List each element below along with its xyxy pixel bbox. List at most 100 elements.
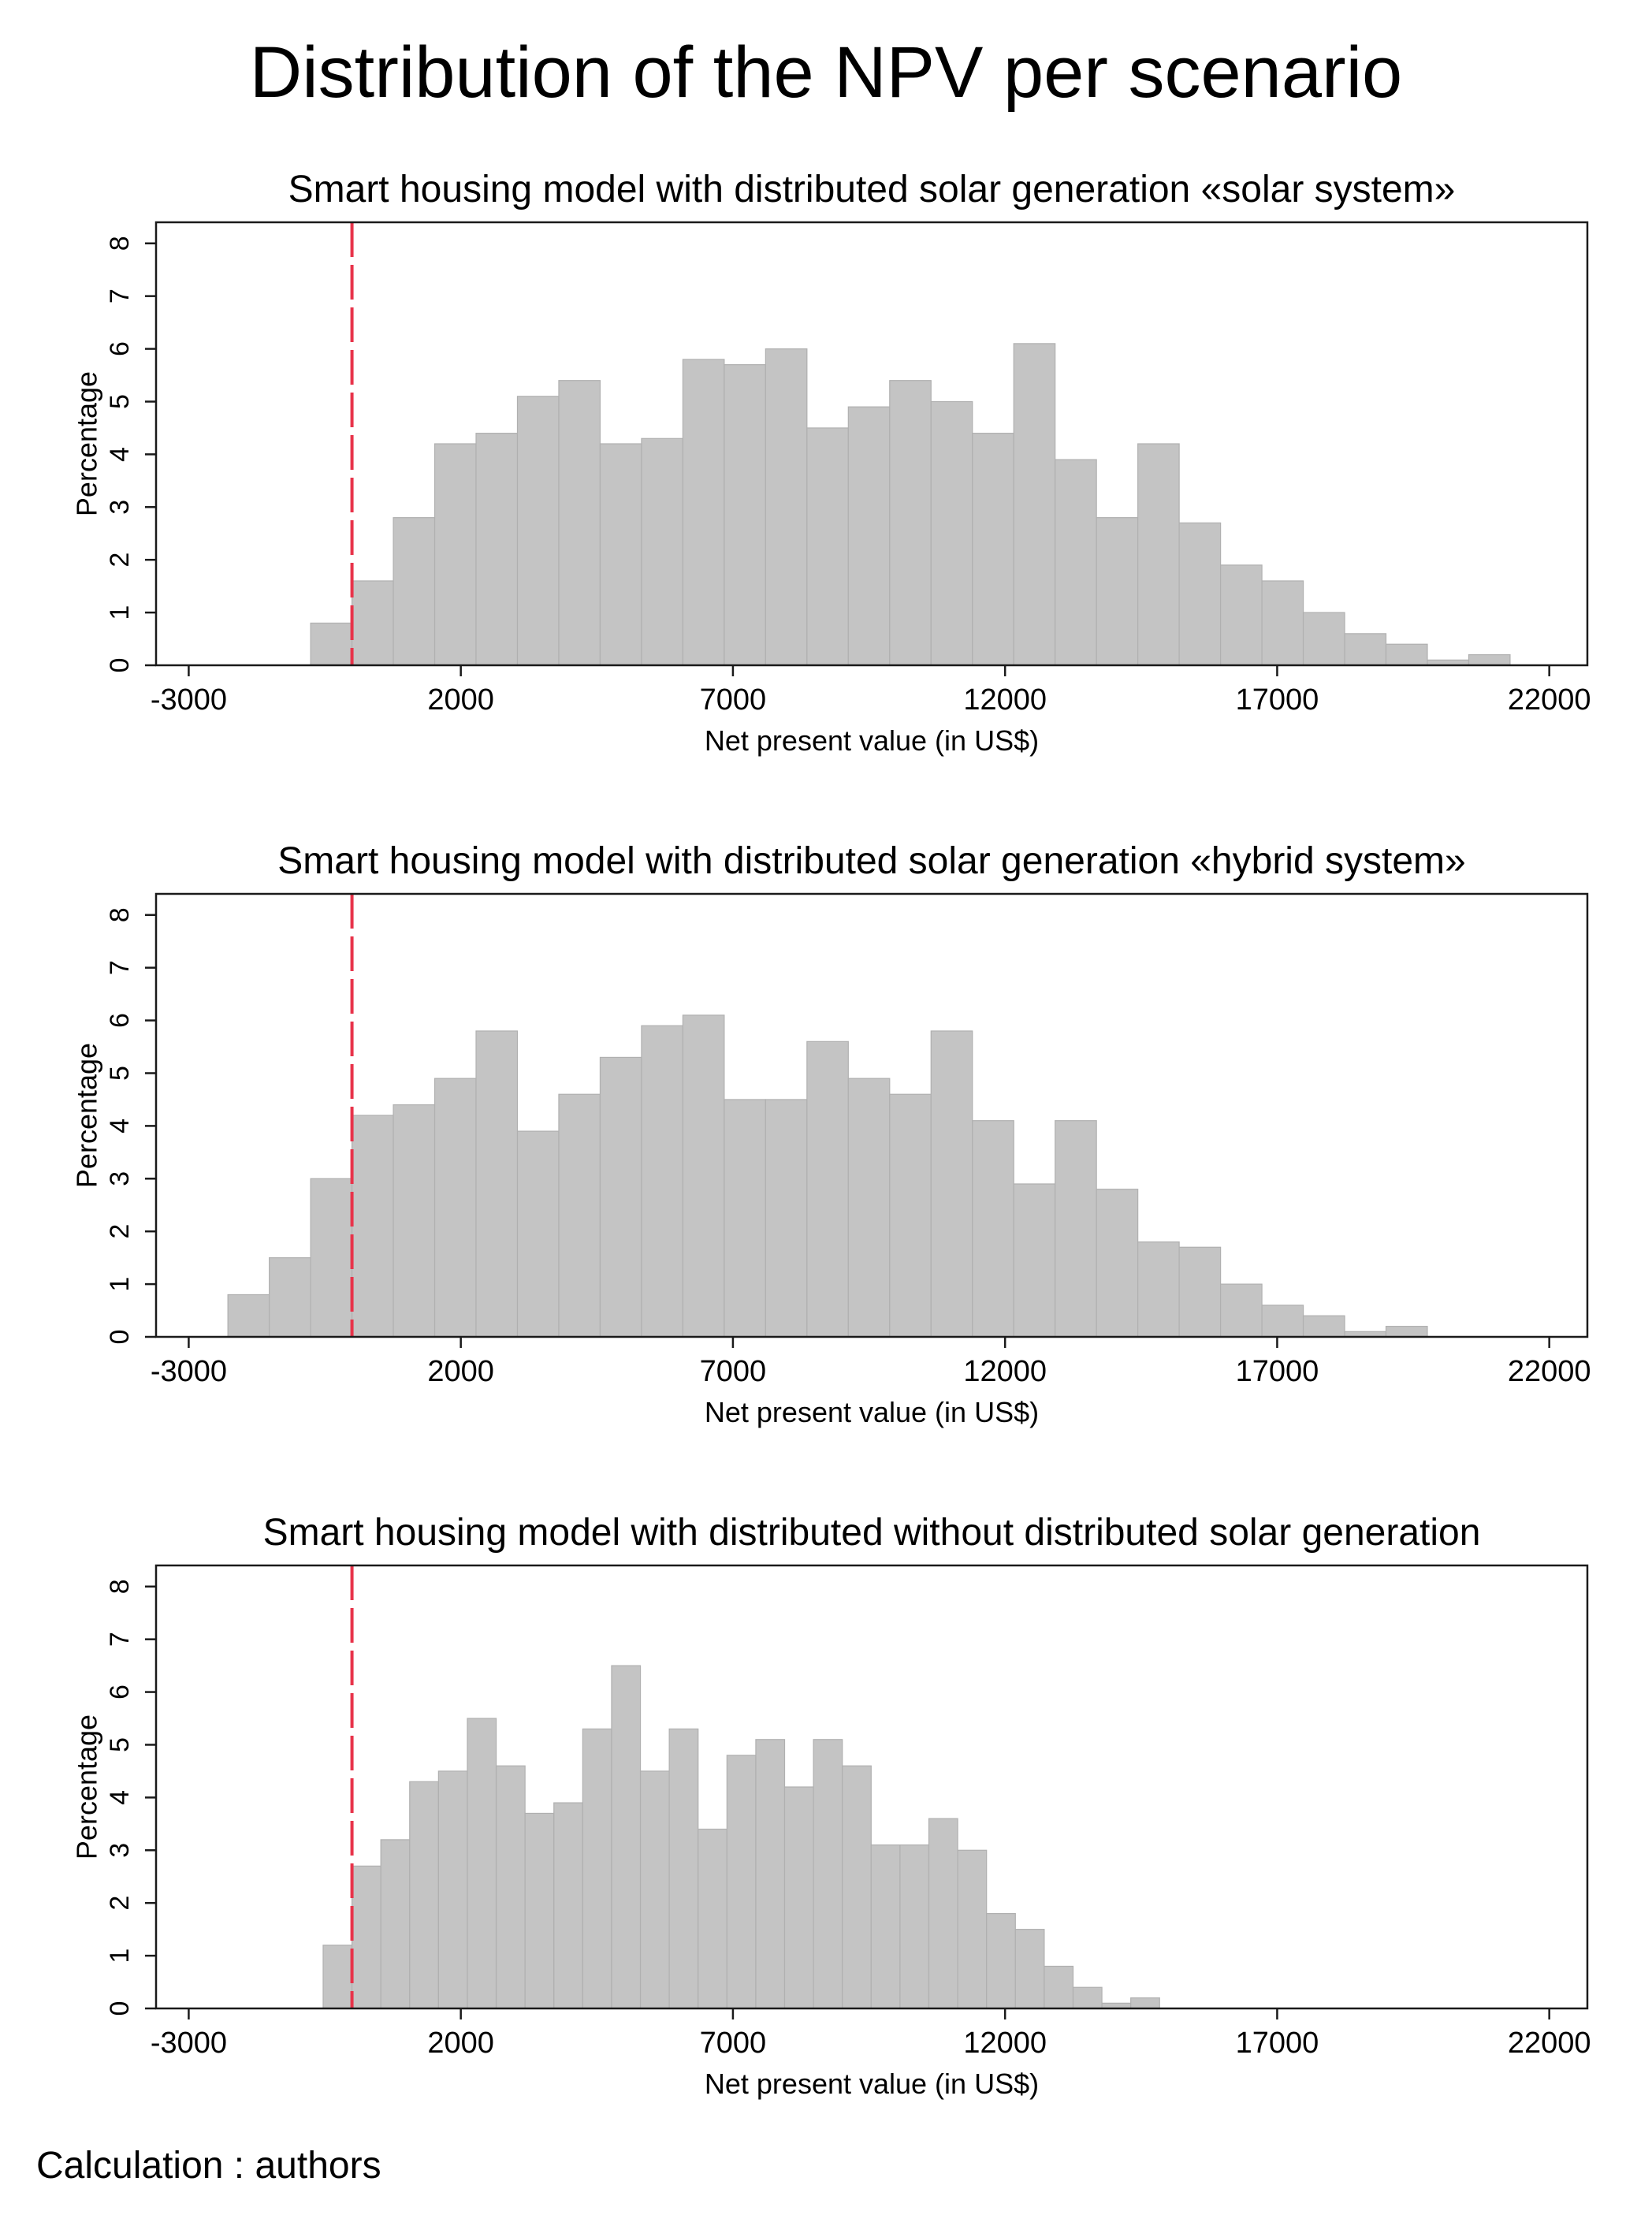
histogram-bar xyxy=(310,622,353,666)
histogram-bar xyxy=(322,1945,353,2009)
x-tick-label: 22000 xyxy=(1508,683,1591,717)
histogram-bar xyxy=(1261,580,1304,666)
histogram-bar xyxy=(1385,1326,1428,1338)
histogram-bar xyxy=(524,1812,555,2009)
histogram-bar xyxy=(1137,1241,1180,1338)
histogram-bar xyxy=(889,380,932,666)
histogram-bar xyxy=(641,437,683,666)
y-tick-label: 7 xyxy=(105,288,135,303)
y-tick-label: 2 xyxy=(105,1224,135,1239)
y-tick-label: 3 xyxy=(105,1171,135,1186)
y-tick-label: 6 xyxy=(105,1013,135,1028)
histogram-bar xyxy=(1220,1283,1263,1338)
histogram-bar xyxy=(1013,343,1056,666)
histogram-bar xyxy=(1055,459,1097,666)
histogram-bar xyxy=(1344,633,1387,666)
histogram-bar xyxy=(1261,1305,1304,1338)
histogram-bar xyxy=(475,1030,519,1338)
y-tick-label: 6 xyxy=(105,341,135,356)
chart-title: Smart housing model with distributed sol… xyxy=(288,169,1456,210)
histogram-bar xyxy=(351,1865,381,2009)
x-tick-label: 7000 xyxy=(700,683,767,717)
y-tick-label: 5 xyxy=(105,1066,135,1081)
x-tick-label: 12000 xyxy=(963,2027,1047,2060)
y-tick-label: 7 xyxy=(105,1632,135,1647)
histogram-bar xyxy=(516,396,560,666)
y-tick-label: 0 xyxy=(105,1330,135,1345)
histogram-bar xyxy=(380,1839,411,2009)
x-axis-label: Net present value (in US$) xyxy=(705,1396,1039,1428)
histogram-bar xyxy=(437,1770,468,2009)
y-tick-label: 2 xyxy=(105,1896,135,1911)
y-tick-label: 1 xyxy=(105,1277,135,1292)
histogram-bar xyxy=(1385,643,1428,666)
x-tick-label: -3000 xyxy=(151,683,227,717)
histogram-bar xyxy=(765,348,808,666)
histogram-bar xyxy=(1014,1929,1045,2009)
x-tick-label: 2000 xyxy=(427,683,494,717)
y-tick-label: 3 xyxy=(105,500,135,515)
histogram-bar xyxy=(433,1078,477,1338)
plot-frame xyxy=(154,221,1589,667)
histogram-bar xyxy=(682,1014,725,1338)
histogram-bar xyxy=(1130,1997,1160,2009)
histogram-bar xyxy=(806,427,849,666)
y-axis-label: Percentage xyxy=(71,371,103,516)
bars xyxy=(227,1014,1428,1338)
histogram-bar xyxy=(957,1849,988,2009)
histogram-bar xyxy=(928,1818,958,2009)
y-axis-label: Percentage xyxy=(71,1714,103,1859)
x-tick-label: 2000 xyxy=(427,1355,494,1388)
histogram-bar xyxy=(467,1718,497,2009)
y-tick-label: 1 xyxy=(105,1949,135,1964)
x-tick-label: 17000 xyxy=(1236,2027,1319,2060)
histogram-bar xyxy=(899,1844,930,2009)
x-tick-label: 22000 xyxy=(1508,2027,1591,2060)
histogram-bar xyxy=(889,1093,932,1338)
chart-title: Smart housing model with distributed sol… xyxy=(277,840,1465,882)
histogram-bar xyxy=(724,364,766,666)
histogram-bar xyxy=(433,443,477,666)
y-axis-label: Percentage xyxy=(71,1043,103,1188)
histogram-bar xyxy=(726,1755,757,2009)
histogram-bar xyxy=(227,1294,270,1338)
x-tick-label: 7000 xyxy=(700,1355,767,1388)
y-tick-label: 8 xyxy=(105,236,135,251)
y-tick-label: 8 xyxy=(105,1579,135,1594)
histogram-bar xyxy=(668,1728,699,2009)
x-tick-label: 12000 xyxy=(963,683,1047,717)
histogram-bar xyxy=(310,1178,353,1338)
histogram-bar xyxy=(930,1030,973,1338)
histogram-bar xyxy=(1013,1183,1056,1338)
bars xyxy=(322,1665,1160,2009)
histogram-bar xyxy=(783,1786,814,2009)
histogram-bar xyxy=(1178,1246,1222,1338)
histogram-bar xyxy=(842,1765,872,2009)
histogram-bar xyxy=(641,1025,683,1338)
figure-title: Distribution of the NPV per scenario xyxy=(249,32,1403,113)
histogram-bar xyxy=(986,1912,1016,2009)
histogram-bar xyxy=(558,380,601,666)
histogram-bar xyxy=(1302,612,1345,666)
y-tick-label: 8 xyxy=(105,907,135,922)
histogram-bar xyxy=(558,1093,601,1338)
histogram-bar xyxy=(930,400,973,666)
x-tick-label: 7000 xyxy=(700,2027,767,2060)
histogram-bar xyxy=(806,1040,849,1338)
histogram-hybrid-system: Smart housing model with distributed sol… xyxy=(71,840,1591,1428)
histogram-bar xyxy=(1178,522,1222,666)
histogram-bar xyxy=(847,406,891,666)
plot-frame xyxy=(154,892,1589,1338)
histogram-bar xyxy=(611,1665,642,2009)
histogram-bar xyxy=(516,1130,560,1338)
histogram-bar xyxy=(765,1099,808,1338)
y-tick-label: 4 xyxy=(105,1119,135,1133)
histogram-bar xyxy=(1072,1986,1103,2009)
histogram-bar xyxy=(1220,564,1263,666)
x-tick-label: 2000 xyxy=(427,2027,494,2060)
histogram-bar xyxy=(269,1257,311,1338)
histogram-bar xyxy=(599,443,642,666)
x-axis-label: Net present value (in US$) xyxy=(705,2068,1039,2100)
histogram-bar xyxy=(495,1765,526,2009)
histogram-bar xyxy=(1137,443,1180,666)
